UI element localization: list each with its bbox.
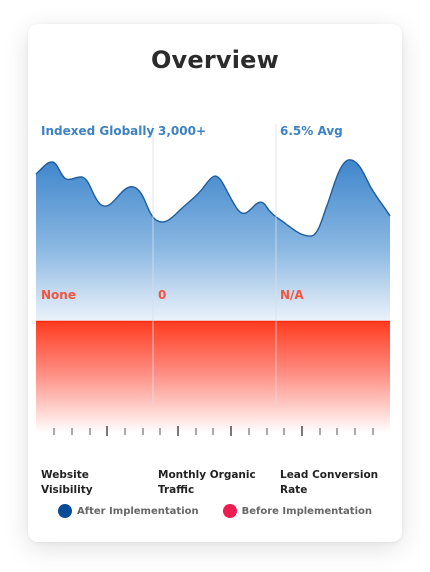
before-value-conversion: N/A: [280, 288, 304, 302]
legend-item-after: After Implementation: [57, 504, 199, 518]
metric-name-visibility: Website Visibility: [41, 469, 93, 496]
after-area: [36, 159, 390, 322]
before-value-visibility: None: [41, 288, 76, 302]
after-value-conversion: 6.5% Avg: [280, 124, 343, 138]
metric-name-traffic: Monthly Organic Traffic: [158, 469, 256, 496]
legend-item-before: Before Implementation: [222, 504, 372, 518]
after-line: [35, 159, 391, 237]
comparison-chart: [35, 124, 391, 436]
metric-name-conversion: Lead Conversion Rate: [280, 469, 379, 496]
before-value-traffic: 0: [158, 288, 167, 302]
tick-marks: [53, 426, 374, 436]
legend-label-before: Before Implementation: [241, 505, 372, 517]
before-dot-icon: [222, 504, 237, 518]
legend: After Implementation Before Implementati…: [28, 504, 402, 518]
before-area: [36, 321, 390, 433]
page-title: Overview: [150, 46, 280, 74]
after-value-traffic: 3,000+: [158, 124, 207, 138]
legend-label-after: After Implementation: [76, 505, 199, 517]
overview-card: Overview: [28, 24, 402, 542]
after-value-visibility: Indexed Globally: [41, 124, 155, 138]
after-dot-icon: [57, 504, 72, 518]
